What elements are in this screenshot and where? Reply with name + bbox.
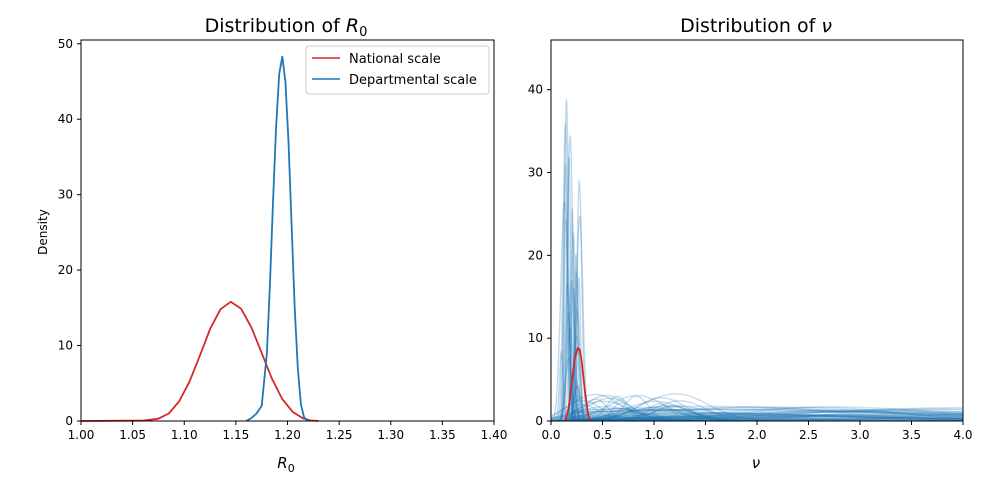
x-tick-label: 1.0	[644, 428, 663, 442]
y-tick-label: 0	[535, 414, 543, 428]
left-legend: National scale Departmental scale	[305, 45, 490, 95]
series-line-departmental-scale	[245, 55, 309, 422]
right-departmental-curves	[551, 99, 963, 421]
x-tick-label: 0.5	[593, 428, 612, 442]
departmental-curve	[565, 288, 582, 421]
departmental-curve	[559, 135, 582, 421]
departmental-curve	[571, 406, 963, 418]
legend-box	[305, 45, 490, 95]
right-series-group	[564, 347, 591, 421]
departmental-curve	[559, 311, 578, 421]
departmental-curve	[571, 412, 963, 420]
series-line-national-scale	[80, 300, 319, 422]
x-tick-label: 1.5	[696, 428, 715, 442]
x-tick-label: 1.35	[429, 428, 456, 442]
right-axes: 0.0 0.5 1.0 1.5 2.0 2.5 3.0 3.5 4.0 0 10 20 30 40	[528, 39, 973, 442]
departmental-curve	[561, 280, 582, 421]
left-axes: 1.00 1.05 1.10 1.15 1.20 1.25 1.30 1.35 1.40 0 10 2…	[58, 37, 508, 442]
plot-frame	[550, 39, 964, 422]
departmental-curve	[562, 156, 577, 421]
departmental-curve	[571, 408, 963, 420]
x-tick-label: 3.0	[850, 428, 869, 442]
departmental-curve	[571, 406, 963, 421]
right-x-axis-label: ν	[752, 454, 760, 472]
y-tick-label: 0	[65, 414, 73, 428]
x-tick-label: 3.5	[902, 428, 921, 442]
departmental-curve	[568, 270, 585, 421]
x-tick-label: 1.05	[119, 428, 146, 442]
x-tick-label: 4.0	[953, 428, 972, 442]
legend-entry-departmental: Departmental scale	[349, 73, 477, 88]
departmental-curve	[558, 164, 573, 421]
departmental-curve	[571, 409, 963, 416]
departmental-curve	[571, 414, 963, 420]
x-tick-label: 2.5	[799, 428, 818, 442]
departmental-curve	[557, 99, 576, 421]
departmental-curve	[571, 408, 963, 416]
departmental-curve	[571, 414, 963, 420]
departmental-curve	[571, 415, 963, 419]
x-tick-label: 0.0	[541, 428, 560, 442]
y-tick-label: 40	[58, 112, 73, 126]
departmental-curve	[571, 409, 963, 417]
departmental-curve	[565, 232, 582, 421]
departmental-curve	[571, 405, 963, 418]
departmental-curve	[571, 406, 963, 421]
departmental-curve	[555, 122, 576, 421]
x-tick-label: 1.25	[326, 428, 353, 442]
departmental-curve	[566, 208, 578, 421]
departmental-curve	[569, 180, 590, 421]
x-tick-label: 1.20	[274, 428, 301, 442]
y-tick-label: 50	[58, 37, 73, 51]
departmental-baseline-band	[566, 418, 963, 421]
left-x-axis-label: R0	[277, 454, 294, 475]
departmental-curve	[569, 254, 583, 421]
departmental-curve	[567, 308, 587, 421]
x-tick-label: 1.10	[171, 428, 198, 442]
x-tick-label: 1.00	[68, 428, 95, 442]
x-tick-label: 1.15	[223, 428, 250, 442]
legend-entry-national: National scale	[349, 52, 441, 67]
x-tick-label: 1.40	[481, 428, 508, 442]
left-chart-title: Distribution of R0	[205, 15, 368, 40]
left-y-axis-label: Density	[36, 209, 50, 255]
y-tick-label: 10	[58, 339, 73, 353]
departmental-curve	[571, 412, 963, 420]
y-tick-label: 30	[528, 166, 543, 180]
x-tick-label: 1.30	[377, 428, 404, 442]
departmental-curve	[551, 200, 580, 421]
departmental-curve	[560, 218, 572, 421]
y-tick-label: 40	[528, 83, 543, 97]
series-line-series-0	[564, 347, 591, 421]
y-tick-label: 20	[528, 248, 543, 262]
right-chart-title: Distribution of ν	[680, 15, 832, 37]
y-tick-label: 10	[528, 331, 543, 345]
departmental-curve	[571, 413, 963, 420]
departmental-curve	[572, 277, 586, 421]
y-tick-label: 30	[58, 188, 73, 202]
left-series-group	[80, 55, 319, 422]
departmental-curve	[571, 411, 963, 418]
departmental-curve	[558, 282, 577, 421]
left-panel: Distribution of R0 R0 Density 1.00 1.05 1.…	[36, 15, 507, 475]
right-panel: Distribution of ν ν 0.0 0.5 1.0 1.5 2.0 2.5 3.…	[528, 15, 973, 472]
plot-frame	[80, 39, 495, 422]
departmental-curve	[571, 411, 963, 420]
y-tick-label: 20	[58, 263, 73, 277]
x-tick-label: 2.0	[747, 428, 766, 442]
